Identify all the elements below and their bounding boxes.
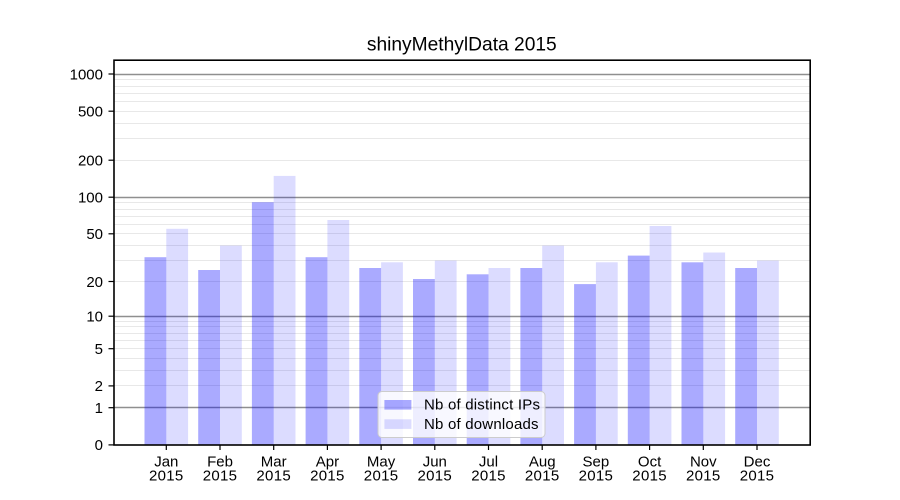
svg-text:2015: 2015 [310,468,345,485]
svg-text:2015: 2015 [740,468,775,485]
svg-text:2015: 2015 [149,468,184,485]
svg-text:Apr: Apr [316,454,339,471]
svg-text:20: 20 [86,274,103,291]
svg-text:Aug: Aug [529,454,556,471]
svg-text:0: 0 [95,437,103,454]
svg-text:2015: 2015 [525,468,560,485]
svg-text:2015: 2015 [686,468,721,485]
svg-text:2015: 2015 [364,468,399,485]
svg-text:1000: 1000 [70,66,103,83]
svg-text:2015: 2015 [418,468,453,485]
svg-text:1: 1 [95,400,103,417]
svg-text:Jun: Jun [423,454,447,471]
svg-text:Mar: Mar [261,454,287,471]
svg-text:2015: 2015 [471,468,506,485]
svg-text:shinyMethylData 2015: shinyMethylData 2015 [367,35,557,56]
svg-text:50: 50 [86,226,103,243]
svg-text:200: 200 [78,153,103,170]
svg-text:Feb: Feb [207,454,233,471]
svg-text:100: 100 [78,190,103,207]
svg-text:May: May [367,454,396,471]
svg-text:Sep: Sep [583,454,610,471]
svg-text:Nb of distinct IPs: Nb of distinct IPs [424,396,540,413]
svg-text:2015: 2015 [632,468,667,485]
svg-text:2015: 2015 [579,468,614,485]
svg-text:2: 2 [95,378,103,395]
svg-text:2015: 2015 [203,468,238,485]
svg-text:Nb of downloads: Nb of downloads [424,416,539,433]
svg-text:500: 500 [78,104,103,121]
svg-text:5: 5 [95,341,103,358]
svg-text:Nov: Nov [690,454,717,471]
svg-text:Jul: Jul [479,454,498,471]
svg-text:10: 10 [86,309,103,326]
svg-text:2015: 2015 [256,468,291,485]
svg-text:Dec: Dec [744,454,771,471]
svg-text:Jan: Jan [154,454,178,471]
svg-text:Oct: Oct [638,454,662,471]
